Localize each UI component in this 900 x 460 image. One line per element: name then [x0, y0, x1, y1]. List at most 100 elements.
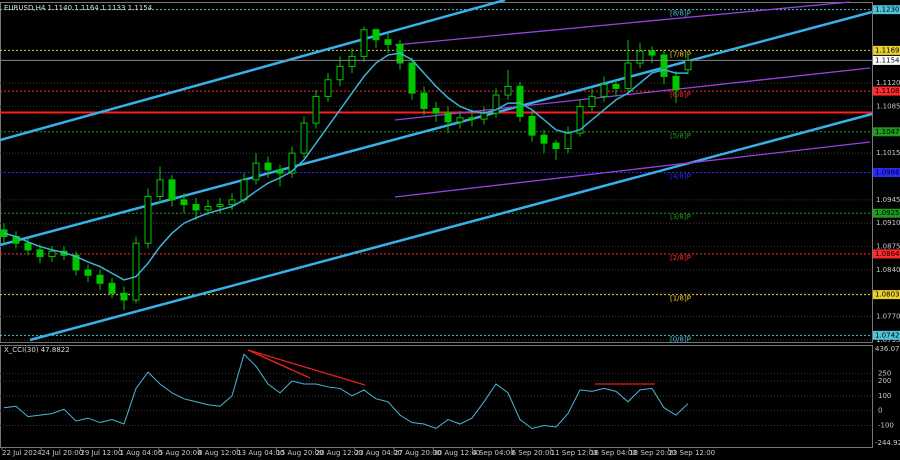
candle-body — [420, 92, 428, 109]
candle-body — [516, 85, 524, 117]
candle-body — [492, 94, 500, 114]
y-limit-label: -244.928 — [875, 439, 900, 447]
candle-body — [84, 269, 92, 276]
candle-body — [636, 50, 644, 64]
candle-body — [372, 29, 380, 41]
regression-line — [394, 1, 851, 46]
candle-body — [504, 85, 512, 96]
level-price-box — [873, 45, 900, 55]
candle-body — [192, 204, 200, 211]
candle-body — [96, 274, 104, 284]
murray-label: [7/8]P — [670, 50, 691, 58]
x-tick-label: 13 Aug 04:00 — [237, 449, 284, 457]
x-tick-label: 23 Aug 04:00 — [355, 449, 402, 457]
x-tick-label: 6 Sep 20:00 — [512, 449, 554, 457]
candle-body — [264, 162, 272, 171]
x-tick-label: 23 Sep 12:00 — [668, 449, 715, 457]
level-price-label: 1.0986 — [875, 169, 900, 177]
murray-label: [5/8]P — [670, 132, 691, 140]
candle-body — [588, 95, 596, 107]
murray-label: [1/8]P — [670, 295, 691, 303]
candle-body — [180, 199, 188, 206]
candle-body — [276, 169, 284, 174]
channel-line — [0, 0, 506, 142]
candle-body — [624, 62, 632, 89]
level-price-label: 1.1169 — [875, 46, 900, 54]
divergence-line — [247, 349, 293, 371]
candle-body — [108, 282, 116, 294]
candle-body — [432, 107, 440, 114]
candle-body — [36, 249, 44, 258]
candle-body — [144, 196, 152, 244]
candle-body — [672, 75, 680, 91]
murray-label: [8/8]P — [670, 10, 691, 18]
candle-body — [660, 54, 668, 77]
level-price-box — [873, 249, 900, 259]
level-price-label: 1.0803 — [875, 291, 900, 299]
y-tick-label: 200 — [878, 377, 891, 385]
candle-body — [252, 162, 260, 181]
level-price-box — [873, 5, 900, 15]
candle-body — [612, 83, 620, 89]
candle-body — [156, 179, 164, 198]
murray-label: [2/8]P — [670, 254, 691, 262]
candle-body — [168, 179, 176, 201]
level-price-label: 1.1047 — [875, 128, 900, 136]
candle-body — [564, 132, 572, 149]
candle-body — [528, 115, 536, 136]
x-tick-label: 30 Aug 12:00 — [433, 449, 480, 457]
candle-body — [576, 105, 584, 134]
x-tick-label: 29 Jul 12:00 — [80, 449, 122, 457]
y-tick-label: 1.0735 — [876, 336, 900, 344]
x-tick-label: 11 Sep 12:00 — [551, 449, 598, 457]
candle-body — [552, 142, 560, 149]
level-price-box — [873, 86, 900, 96]
level-price-label: 1.0742 — [875, 331, 900, 339]
y-tick-label: 1.1015 — [876, 149, 900, 157]
x-tick-label: 4 Sep 04:00 — [472, 449, 514, 457]
x-tick-label: 20 Aug 12:00 — [316, 449, 363, 457]
x-tick-label: 16 Sep 04:00 — [590, 449, 637, 457]
murray-label: [0/8]P — [670, 335, 691, 343]
level-price-box — [873, 127, 900, 137]
candle-body — [384, 39, 392, 45]
level-price-label: 1.1230 — [875, 6, 900, 14]
x-tick-label: 18 Sep 20:00 — [629, 449, 676, 457]
y-tick-label: 1.0770 — [876, 313, 900, 321]
last-price-box — [873, 55, 900, 65]
candle-body — [600, 83, 608, 97]
level-price-label: 1.0925 — [875, 209, 900, 217]
y-tick-label: 1.0840 — [876, 266, 900, 274]
candle-body — [240, 179, 248, 201]
last-price-label: 1.1154 — [875, 56, 900, 64]
candle-body — [480, 112, 488, 120]
candle-body — [300, 122, 308, 154]
murray-label: [3/8]P — [670, 213, 691, 221]
y-tick-label: 1.0875 — [876, 243, 900, 251]
divergence-line — [247, 349, 366, 386]
x-tick-label: 5 Aug 20:00 — [159, 449, 202, 457]
candle-body — [336, 65, 344, 81]
y-tick-label: 250 — [878, 370, 891, 378]
moving-average — [3, 52, 688, 281]
level-price-label: 1.0864 — [875, 250, 900, 258]
candle-body — [312, 95, 320, 124]
y-tick-label: 1.0910 — [876, 219, 900, 227]
candle-body — [408, 62, 416, 94]
candle-body — [456, 117, 464, 123]
candle-body — [24, 242, 32, 251]
level-price-label: 1.1108 — [875, 87, 900, 95]
y-tick-label: -100 — [878, 422, 894, 430]
candle-body — [324, 79, 332, 97]
channel-line — [29, 112, 873, 342]
candle-body — [444, 112, 452, 123]
x-tick-label: 8 Aug 12:00 — [198, 449, 241, 457]
candle-body — [288, 152, 296, 174]
y-tick-label: 1.0945 — [876, 196, 900, 204]
level-price-box — [873, 330, 900, 340]
candle-body — [120, 292, 128, 301]
candle-body — [228, 199, 236, 206]
x-tick-label: 24 Jul 20:00 — [41, 449, 83, 457]
y-limit-label: 436.0738 — [875, 345, 900, 353]
x-tick-label: 15 Aug 20:00 — [276, 449, 323, 457]
